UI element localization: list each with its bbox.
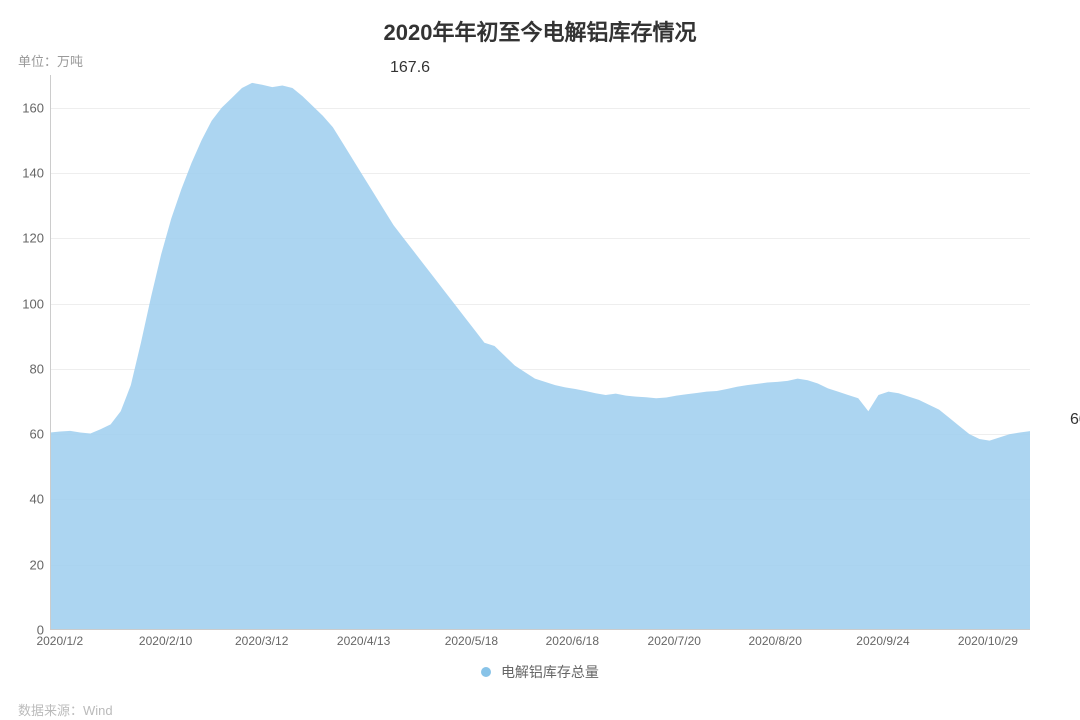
x-tick-label: 2020/7/20 — [648, 634, 701, 648]
x-tick-label: 2020/3/12 — [235, 634, 288, 648]
x-tick-label: 2020/8/20 — [748, 634, 801, 648]
area-chart-svg — [50, 75, 1030, 630]
data-annotation: 167.6 — [390, 59, 430, 77]
y-tick-label: 120 — [12, 231, 44, 246]
x-tick-label: 2020/1/2 — [36, 634, 83, 648]
data-annotation: 60.9 — [1070, 411, 1080, 429]
area-fill — [50, 83, 1030, 630]
x-tick-label: 2020/4/13 — [337, 634, 390, 648]
x-tick-label: 2020/10/29 — [958, 634, 1018, 648]
y-tick-label: 160 — [12, 100, 44, 115]
y-axis: 020406080100120140160 — [12, 75, 48, 630]
x-axis: 2020/1/22020/2/102020/3/122020/4/132020/… — [50, 630, 1030, 650]
chart-container: 2020年年初至今电解铝库存情况 单位：万吨 02040608010012014… — [0, 0, 1080, 720]
y-tick-label: 100 — [12, 296, 44, 311]
y-tick-label: 80 — [12, 361, 44, 376]
y-tick-label: 40 — [12, 492, 44, 507]
plot-area: 020406080100120140160 167.660.9 — [50, 75, 1030, 630]
x-tick-label: 2020/5/18 — [445, 634, 498, 648]
y-tick-label: 60 — [12, 427, 44, 442]
legend-dot-icon — [481, 667, 491, 677]
unit-label: 单位：万吨 — [10, 51, 1070, 70]
x-tick-label: 2020/9/24 — [856, 634, 909, 648]
y-axis-line — [50, 75, 51, 630]
chart-title: 2020年年初至今电解铝库存情况 — [10, 15, 1070, 47]
x-tick-label: 2020/2/10 — [139, 634, 192, 648]
data-source-label: 数据来源：Wind — [10, 700, 1070, 719]
y-tick-label: 140 — [12, 165, 44, 180]
y-tick-label: 20 — [12, 557, 44, 572]
legend-label: 电解铝库存总量 — [501, 664, 599, 680]
legend: 电解铝库存总量 — [10, 662, 1070, 682]
x-tick-label: 2020/6/18 — [546, 634, 599, 648]
